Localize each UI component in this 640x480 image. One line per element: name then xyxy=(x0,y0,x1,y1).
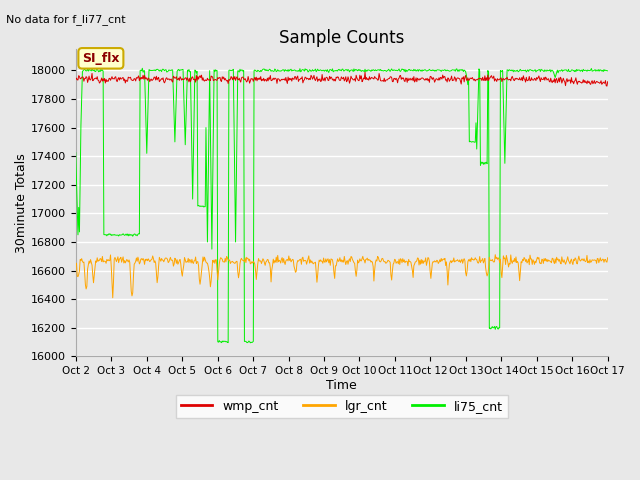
Title: Sample Counts: Sample Counts xyxy=(279,29,404,48)
Text: SI_flx: SI_flx xyxy=(82,52,120,65)
Text: No data for f_li77_cnt: No data for f_li77_cnt xyxy=(6,14,126,25)
X-axis label: Time: Time xyxy=(326,379,357,392)
Legend: wmp_cnt, lgr_cnt, li75_cnt: wmp_cnt, lgr_cnt, li75_cnt xyxy=(176,395,508,418)
Y-axis label: 30minute Totals: 30minute Totals xyxy=(15,153,28,252)
